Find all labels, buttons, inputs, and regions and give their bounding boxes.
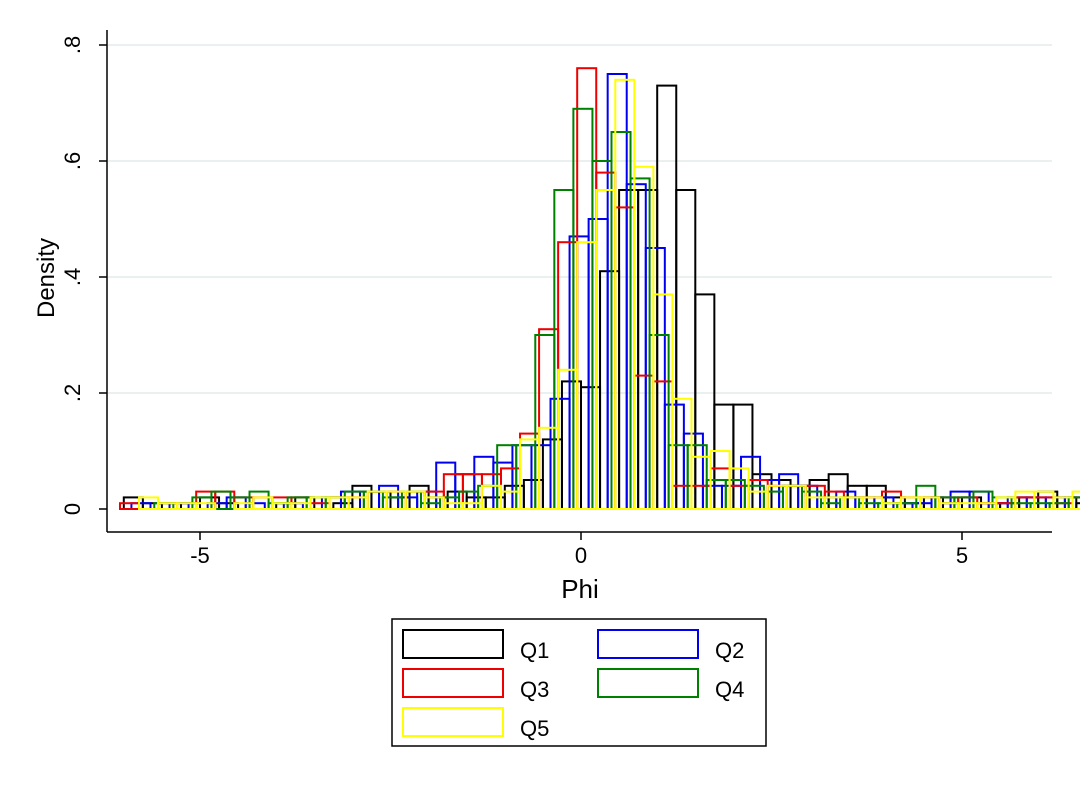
legend-label-Q1: Q1 [520, 638, 549, 663]
histogram-bars [118, 67, 1080, 511]
y-axis-title: Density [33, 238, 60, 318]
axis-ticks: 0 .2 .4 .6 .8 -5 0 5 [60, 36, 968, 568]
legend-item-Q4: Q4 [597, 668, 744, 702]
x-axis-title: Phi [561, 574, 599, 604]
x-tick-label-0: -5 [190, 543, 210, 568]
bar-Q1-50 [1075, 502, 1080, 511]
legend-swatch-Q1 [402, 629, 504, 659]
legend-swatch-Q4 [597, 668, 699, 698]
legend-label-Q5: Q5 [520, 716, 549, 741]
legend-swatch-Q3 [402, 668, 504, 698]
legend-label-Q2: Q2 [715, 638, 744, 663]
legend-item-Q3: Q3 [402, 668, 549, 702]
y-tick-label-4: .8 [60, 36, 85, 54]
bar-Q5-49 [1071, 490, 1080, 511]
legend-items: Q1 Q2 Q3 Q4 Q5 [402, 629, 744, 741]
bar-Q5-28 [671, 397, 693, 510]
legend-label-Q4: Q4 [715, 677, 744, 702]
bar-Q5-31 [728, 467, 750, 510]
legend-item-Q1: Q1 [402, 629, 549, 663]
legend-label-Q3: Q3 [520, 677, 549, 702]
legend-swatch-Q2 [597, 629, 699, 659]
y-tick-label-1: .2 [60, 384, 85, 402]
series-Q5 [138, 78, 1080, 511]
legend-box [391, 618, 767, 747]
y-tick-label-0: 0 [60, 503, 85, 515]
bar-Q5-3 [195, 502, 217, 511]
legend-swatch-Q5 [402, 707, 504, 737]
legend: Q1 Q2 Q3 Q4 Q5 [391, 618, 767, 747]
gridlines [108, 44, 1052, 394]
x-tick-label-1: 0 [575, 543, 587, 568]
legend-item-Q5: Q5 [402, 707, 549, 741]
x-tick-label-2: 5 [956, 543, 968, 568]
y-tick-label-3: .6 [60, 152, 85, 170]
legend-item-Q2: Q2 [597, 629, 744, 663]
y-tick-label-2: .4 [60, 268, 85, 286]
